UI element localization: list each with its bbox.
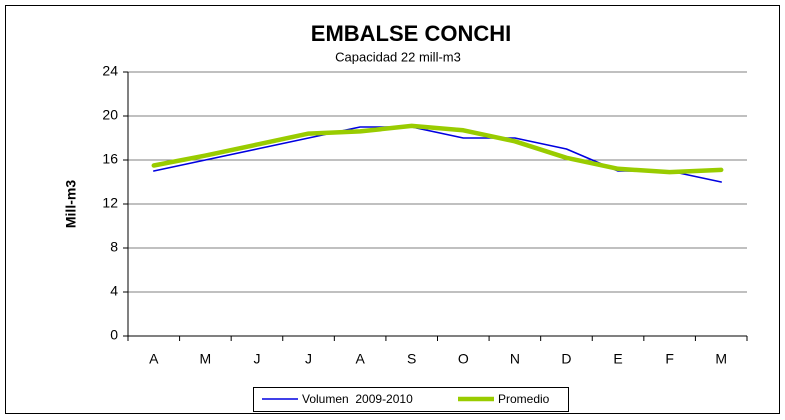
x-tick-label: N	[510, 351, 520, 367]
x-tick-label: A	[149, 351, 159, 367]
y-axis-label: Mill-m3	[63, 180, 79, 228]
legend-label: Volumen 2009-2010	[302, 392, 413, 406]
x-tick-label: J	[305, 351, 312, 367]
y-tick-label: 24	[102, 63, 118, 79]
series-line	[151, 123, 724, 175]
y-tick-label: 8	[110, 239, 118, 255]
x-tick-label: O	[458, 351, 469, 367]
x-tick-label: D	[561, 351, 571, 367]
x-tick-label: A	[355, 351, 365, 367]
x-tick-label: J	[253, 351, 260, 367]
legend-label: Promedio	[498, 392, 550, 406]
y-tick-label: 12	[102, 195, 118, 211]
legend	[253, 387, 569, 412]
y-tick-label: 20	[102, 107, 118, 123]
y-tick-label: 16	[102, 151, 118, 167]
y-tick-label: 4	[110, 283, 118, 299]
chart-title: EMBALSE CONCHI	[311, 21, 511, 46]
x-tick-label: E	[613, 351, 622, 367]
chart-border	[5, 5, 780, 414]
x-tick-label: F	[665, 351, 674, 367]
x-tick-label: M	[200, 351, 212, 367]
x-tick-label: S	[407, 351, 416, 367]
chart-subtitle: Capacidad 22 mill-m3	[335, 49, 461, 64]
x-tick-label: M	[715, 351, 727, 367]
y-tick-label: 0	[110, 327, 118, 343]
